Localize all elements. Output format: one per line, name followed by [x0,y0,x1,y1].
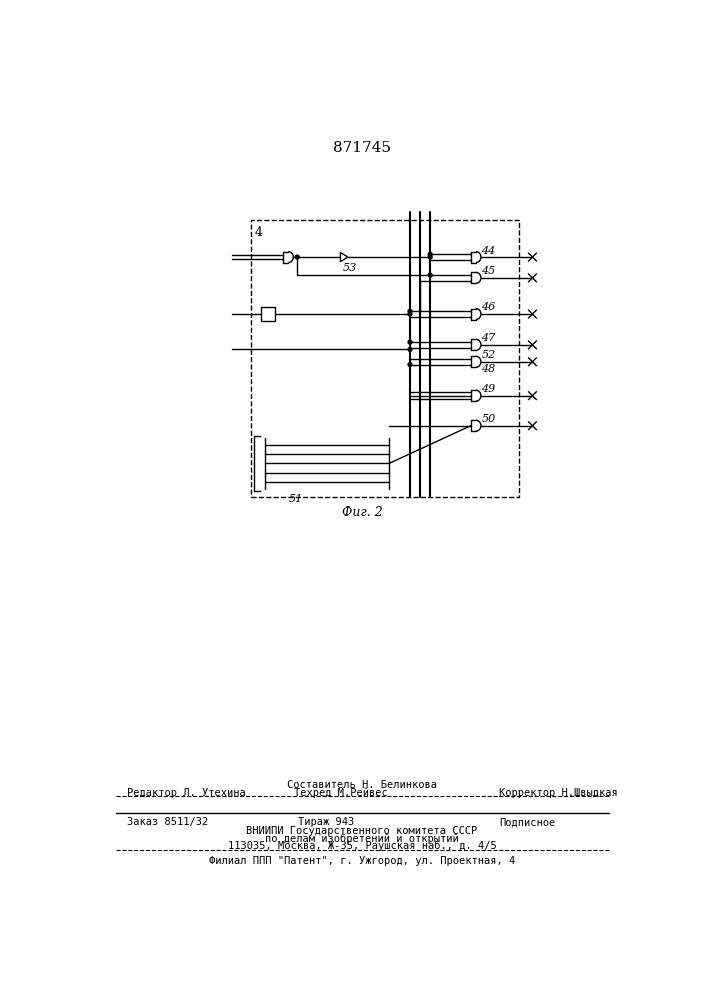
Bar [251,220,518,497]
Circle shape [296,255,299,259]
Text: Заказ 8511/32: Заказ 8511/32 [127,817,209,827]
Text: 49: 49 [481,384,496,394]
Text: Составитель Н. Белинкова: Составитель Н. Белинкова [287,780,437,790]
Text: Подписное: Подписное [499,817,556,827]
Text: 871745: 871745 [333,141,391,155]
Text: 50: 50 [481,414,496,424]
Circle shape [408,340,412,344]
Text: 45: 45 [481,266,496,276]
Text: Редактор Л. Утехина: Редактор Л. Утехина [127,788,246,798]
Text: Филиал ППП "Патент", г. Ужгород, ул. Проектная, 4: Филиал ППП "Патент", г. Ужгород, ул. Про… [209,856,515,866]
Text: 48: 48 [481,364,496,374]
Circle shape [428,273,432,277]
Circle shape [428,252,432,256]
Circle shape [408,312,412,316]
Text: Техред М.Рейвес: Техред М.Рейвес [293,788,387,798]
Text: 44: 44 [481,246,496,256]
Text: 47: 47 [481,333,496,343]
Circle shape [408,309,412,313]
Circle shape [408,363,412,366]
Text: 113035, Москва, Ж-35, Раушская наб., д. 4/5: 113035, Москва, Ж-35, Раушская наб., д. … [228,841,496,851]
Text: по делам изобретений и открытий: по делам изобретений и открытий [265,833,459,844]
Text: Корректор Н.Швыдкая: Корректор Н.Швыдкая [499,788,618,798]
Text: 4: 4 [255,226,263,239]
Text: Тираж 943: Тираж 943 [298,817,354,827]
Text: Фиг. 2: Фиг. 2 [341,506,382,519]
Circle shape [428,255,432,259]
Circle shape [408,348,412,351]
Text: ВНИИПИ Государственного комитета СССР: ВНИИПИ Государственного комитета СССР [246,826,477,836]
Bar [261,307,275,321]
Text: 53: 53 [343,263,357,273]
Text: 46: 46 [481,302,496,312]
Text: 51: 51 [288,494,303,504]
Text: 52: 52 [481,350,496,360]
